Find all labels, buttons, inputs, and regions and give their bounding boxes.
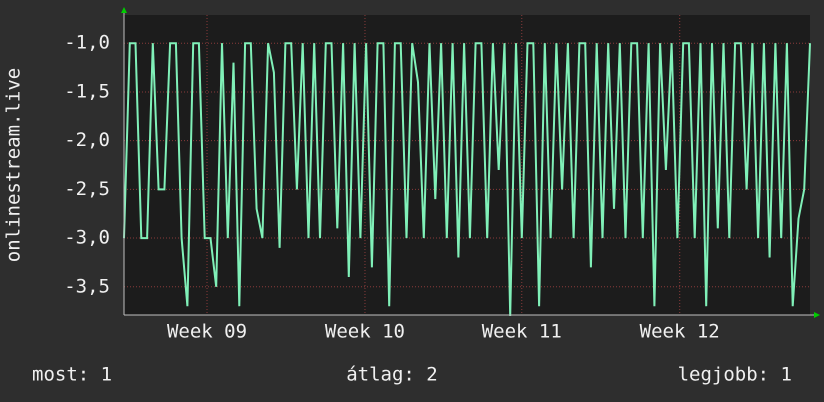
y-tick-label: -3,0 [64, 227, 110, 249]
data-line [123, 42, 811, 317]
footer-stat: átlag: 2 [346, 364, 438, 386]
footer-stat: most: 1 [32, 364, 112, 386]
y-tick-label: -3,5 [64, 275, 110, 297]
x-tick-label: Week 09 [167, 321, 247, 343]
y-tick-label: -1,0 [64, 32, 110, 54]
y-tick-label: -2,5 [64, 178, 110, 200]
x-tick-label: Week 11 [482, 321, 562, 343]
axis-arrow [814, 312, 820, 318]
y-tick-label: -1,5 [64, 80, 110, 102]
y-axis-label: onlinestream.live [3, 68, 25, 262]
axis-arrow [121, 7, 127, 13]
x-tick-label: Week 10 [325, 321, 405, 343]
footer-stat: legjobb: 1 [678, 364, 792, 386]
y-tick-label: -2,0 [64, 129, 110, 151]
x-tick-label: Week 12 [640, 321, 720, 343]
